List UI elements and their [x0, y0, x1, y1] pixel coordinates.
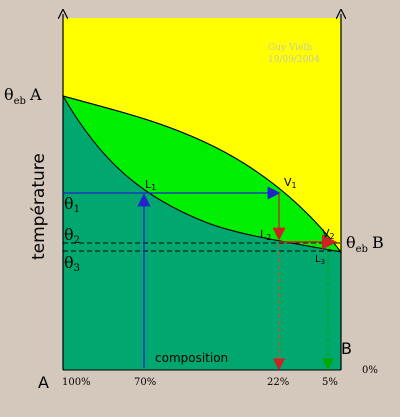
v1-label: V1: [284, 176, 297, 190]
theta2-label: θ2: [64, 225, 80, 246]
tick-70: 70%: [134, 377, 156, 388]
tick-5: 5%: [322, 377, 338, 388]
dew-curve: [62, 95, 342, 253]
theta-eb-b-label: θeb B: [346, 233, 384, 255]
x-axis-label: composition: [155, 351, 228, 365]
tick-22: 22%: [267, 377, 289, 388]
theta1-label: θ1: [64, 194, 80, 215]
v2-label: V2: [322, 227, 335, 241]
liquid-region: [63, 96, 341, 370]
theta3-label: θ3: [64, 253, 80, 274]
tick-100: 100%: [62, 377, 91, 388]
bubble-curve: [62, 95, 342, 253]
l2-label: L2: [260, 228, 271, 242]
corner-b: B: [341, 339, 352, 358]
watermark-author: Guy Vielh: [268, 43, 312, 53]
l1-label: L1: [145, 178, 156, 192]
theta-eb-a-label: θeb A: [4, 85, 42, 107]
tick-0: 0%: [362, 365, 378, 376]
corner-a: A: [38, 373, 49, 392]
y-axis-label: température: [29, 153, 49, 260]
watermark-date: 19/09/2004: [268, 55, 320, 65]
l3-label: L3: [315, 254, 325, 266]
